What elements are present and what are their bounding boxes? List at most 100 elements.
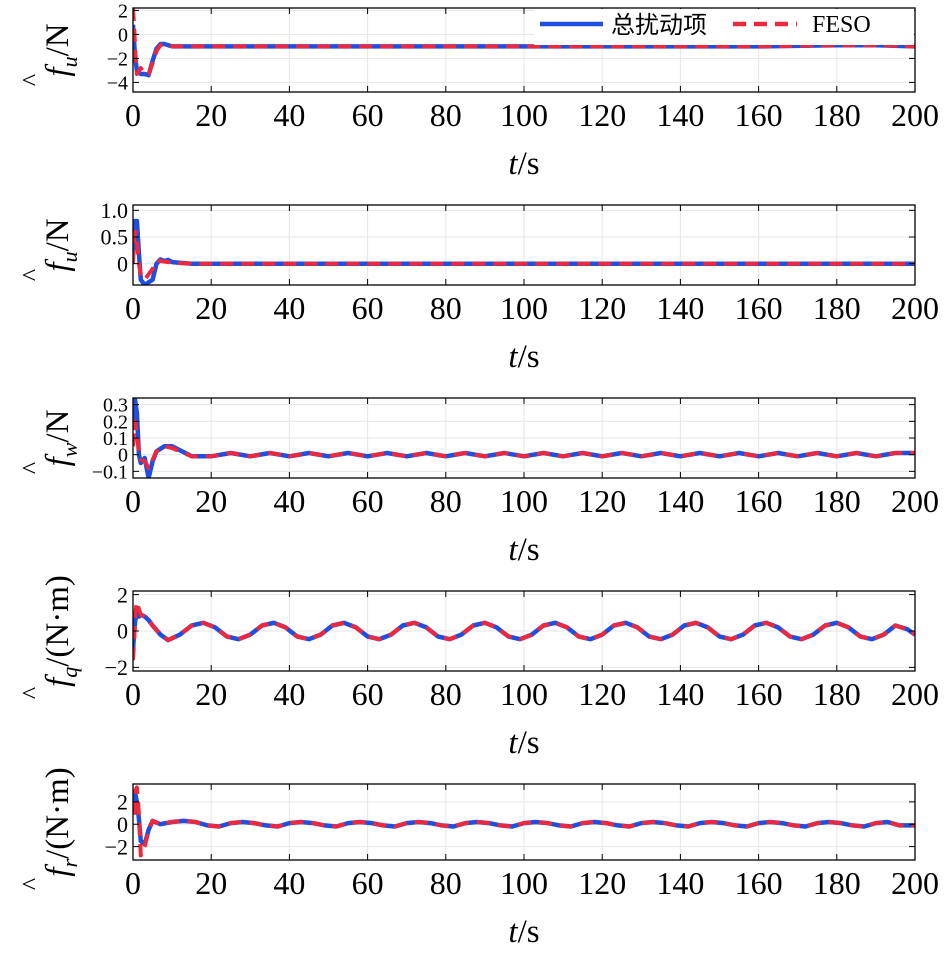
x-tick-label: 200: [891, 290, 939, 326]
y-tick-label: 0.1: [103, 428, 128, 450]
x-tick-label: 120: [578, 676, 626, 712]
x-tick-label: 180: [813, 676, 861, 712]
y-tick-label: −4: [107, 72, 128, 94]
y-tick-label: −2: [105, 834, 128, 859]
x-tick-label: 60: [352, 865, 384, 901]
x-tick-label: 0: [125, 483, 141, 519]
legend-label-feso: FESO: [812, 12, 871, 38]
y-axis-label: fw/N: [40, 409, 82, 466]
x-tick-label: 60: [352, 483, 384, 519]
legend: 总扰动项 FESO: [534, 9, 914, 45]
x-tick-label: 80: [430, 97, 462, 133]
x-tick-label: 160: [735, 97, 783, 133]
y-axis-label: fr/(N·m): [40, 767, 82, 876]
x-tick-label: 140: [656, 865, 704, 901]
y-axis-label-hat: ^: [17, 878, 46, 890]
x-tick-label: 40: [273, 97, 305, 133]
x-tick-label: 160: [735, 865, 783, 901]
x-tick-label: 0: [125, 290, 141, 326]
subplot-4: 0 20 40 60 80 100 120 140 160 180 20020−2t/sfq/(N·…: [17, 575, 939, 761]
x-tick-label: 80: [430, 676, 462, 712]
y-tick-label: 2: [118, 0, 128, 22]
x-tick-label: 20: [195, 676, 227, 712]
x-tick-label: 120: [578, 483, 626, 519]
x-tick-label: 40: [273, 483, 305, 519]
x-axis-label: t/s: [508, 725, 539, 761]
y-tick-label: −2: [105, 655, 128, 680]
series-feso-line: [133, 419, 915, 470]
subplot-1: 0 20 40 60 80 100 120 140 160 180 20020−2−4t/sfu/N…: [17, 0, 939, 182]
y-tick-label: 0.5: [101, 225, 129, 250]
x-axis-label: t/s: [508, 914, 539, 950]
x-tick-label: 160: [735, 290, 783, 326]
y-axis-label: fq/(N·m): [40, 575, 82, 687]
x-tick-label: 100: [500, 290, 548, 326]
x-tick-label: 120: [578, 865, 626, 901]
x-tick-label: 160: [735, 483, 783, 519]
subplot-3: 0 20 40 60 80 100 120 140 160 180 2000.30.20.10−0.…: [17, 395, 939, 568]
y-tick-label: 0: [118, 445, 128, 467]
x-tick-label: 180: [813, 865, 861, 901]
x-tick-label: 160: [735, 676, 783, 712]
subplot-2: 0 20 40 60 80 100 120 140 160 180 2001.00.50t/sfu/…: [17, 198, 939, 375]
legend-background: [534, 9, 914, 45]
y-tick-label: 0: [117, 619, 128, 644]
x-tick-label: 200: [891, 865, 939, 901]
y-tick-label: 0: [118, 24, 128, 46]
x-axis-label: t/s: [508, 146, 539, 182]
x-tick-label: 140: [656, 290, 704, 326]
x-tick-label: 180: [813, 97, 861, 133]
x-tick-label: 120: [578, 290, 626, 326]
x-tick-label: 20: [195, 483, 227, 519]
y-axis-label-hat: ^: [17, 687, 46, 699]
x-tick-label: 140: [656, 97, 704, 133]
series-feso-line: [133, 599, 915, 661]
x-tick-label: 80: [430, 483, 462, 519]
subplot-5: 0 20 40 60 80 100 120 140 160 180 20020−2t/sfr/(N·…: [17, 767, 939, 950]
y-tick-label: −0.1: [92, 461, 128, 483]
x-tick-label: 80: [430, 290, 462, 326]
x-tick-label: 60: [352, 676, 384, 712]
series-feso-line: [133, 8, 915, 76]
x-tick-label: 120: [578, 97, 626, 133]
series-feso-line: [133, 785, 915, 858]
x-tick-label: 180: [813, 290, 861, 326]
x-tick-label: 0: [125, 865, 141, 901]
x-tick-label: 100: [500, 676, 548, 712]
y-axis-label: fu/N: [40, 23, 82, 76]
x-tick-label: 40: [273, 290, 305, 326]
y-tick-label: 0.3: [103, 395, 128, 417]
x-tick-label: 20: [195, 865, 227, 901]
y-tick-label: 1.0: [101, 198, 129, 223]
legend-label-total-disturbance: 总扰动项: [611, 12, 707, 39]
y-tick-label: 0: [117, 251, 128, 276]
x-tick-label: 60: [352, 97, 384, 133]
x-tick-label: 20: [195, 97, 227, 133]
x-tick-label: 60: [352, 290, 384, 326]
x-tick-label: 0: [125, 676, 141, 712]
x-axis-label: t/s: [508, 532, 539, 568]
series-feso-line: [133, 229, 915, 282]
x-tick-label: 100: [500, 97, 548, 133]
x-tick-label: 180: [813, 483, 861, 519]
x-tick-label: 140: [656, 676, 704, 712]
y-axis-label-hat: ^: [17, 74, 46, 86]
x-tick-label: 40: [273, 865, 305, 901]
x-tick-label: 200: [891, 97, 939, 133]
x-tick-label: 100: [500, 483, 548, 519]
x-tick-label: 140: [656, 483, 704, 519]
y-tick-label: 0: [117, 812, 128, 837]
y-axis-label: fu/N: [40, 218, 82, 271]
y-tick-label: 0.2: [103, 411, 128, 433]
x-tick-label: 200: [891, 483, 939, 519]
x-tick-label: 100: [500, 865, 548, 901]
x-tick-label: 80: [430, 865, 462, 901]
x-tick-label: 40: [273, 676, 305, 712]
y-axis-label-hat: ^: [17, 269, 46, 281]
y-tick-label: −2: [107, 48, 128, 70]
y-tick-label: 2: [117, 582, 128, 607]
y-tick-label: 2: [117, 790, 128, 815]
x-axis-label: t/s: [508, 339, 539, 375]
x-tick-label: 20: [195, 290, 227, 326]
